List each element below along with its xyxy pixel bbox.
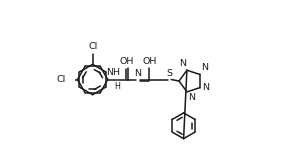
Text: N: N [179,59,186,68]
Text: OH: OH [120,57,134,66]
Text: NH: NH [107,68,120,77]
Text: Cl: Cl [57,75,66,84]
Text: S: S [167,69,173,78]
Text: OH: OH [142,57,157,66]
Text: N: N [188,93,195,102]
Text: N: N [202,83,209,92]
Text: H: H [114,82,120,91]
Text: N: N [201,63,208,72]
Text: N: N [135,69,142,78]
Text: Cl: Cl [88,43,97,51]
